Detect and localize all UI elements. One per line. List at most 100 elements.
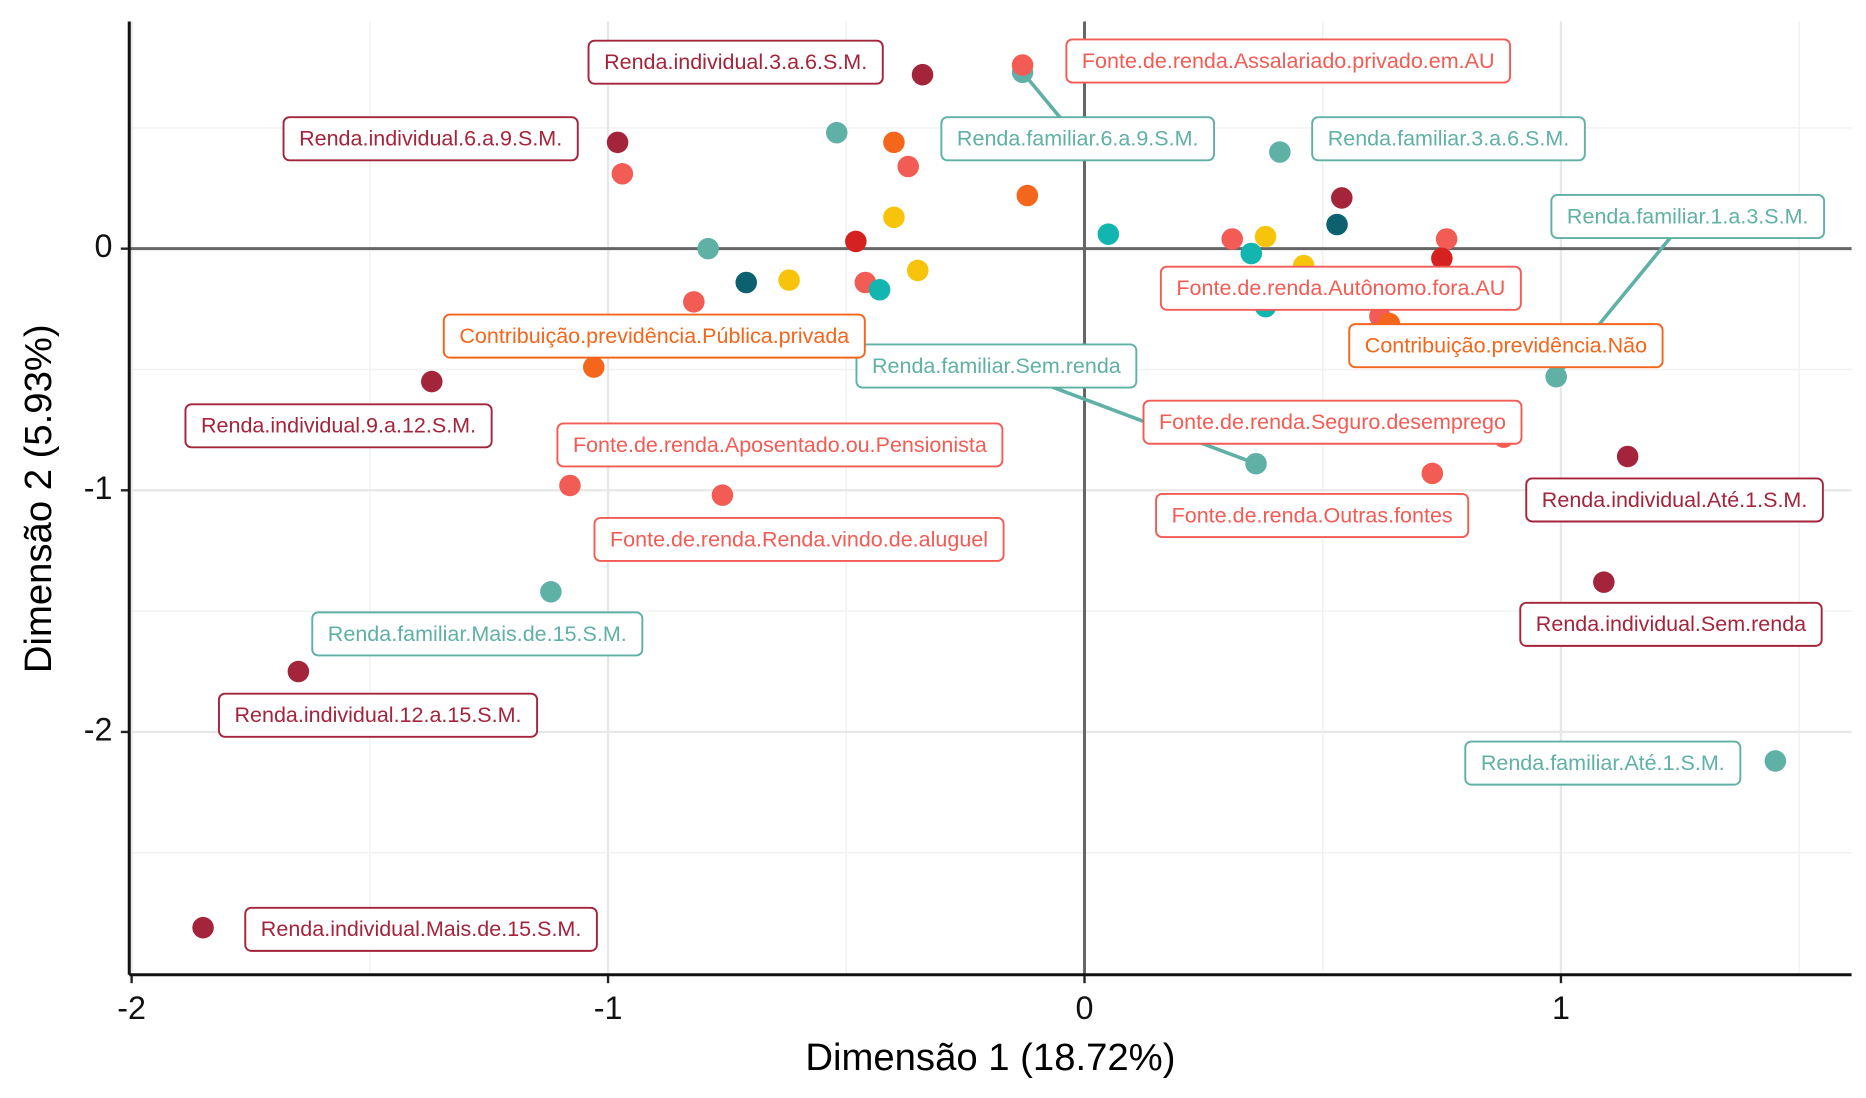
point	[606, 131, 629, 154]
point	[1326, 213, 1348, 236]
y-tick-label: -2	[84, 711, 113, 747]
label: Fonte.de.renda.Seguro.desemprego	[1142, 399, 1523, 445]
label-box	[593, 516, 1005, 562]
label-text: Renda.familiar.3.a.6.S.M.	[1328, 127, 1570, 151]
point	[883, 131, 905, 154]
point	[1431, 247, 1453, 270]
y-tick-label: 0	[95, 228, 113, 264]
label-text: Renda.familiar.6.a.9.S.M.	[957, 127, 1199, 151]
label-box	[1065, 38, 1512, 84]
label-text: Renda.familiar.1.a.3.S.M.	[1567, 204, 1809, 228]
label-box	[1155, 493, 1470, 538]
label-box	[1525, 477, 1824, 523]
label-box	[587, 39, 884, 85]
label-box	[940, 116, 1216, 162]
point	[1011, 54, 1034, 76]
label-text: Renda.familiar.Até.1.S.M.	[1481, 751, 1725, 775]
label-box	[855, 343, 1138, 389]
label-text: Renda.individual.6.a.9.S.M.	[299, 127, 562, 151]
point	[897, 155, 919, 178]
label: Contribuição.previdência.Pública.privada	[442, 313, 866, 359]
point	[911, 63, 934, 86]
label-box	[217, 692, 539, 738]
x-tick-label: -2	[117, 990, 146, 1026]
point	[421, 370, 443, 393]
label-text: Renda.familiar.Mais.de.15.S.M.	[328, 622, 627, 646]
point	[1331, 187, 1353, 209]
point	[906, 259, 929, 282]
point	[1545, 365, 1567, 388]
label-text: Renda.individual.12.a.15.S.M.	[234, 703, 521, 727]
label-text: Renda.individual.3.a.6.S.M.	[604, 50, 867, 74]
label-text: Fonte.de.renda.Outras.fontes	[1172, 503, 1453, 527]
point	[868, 278, 891, 301]
point	[883, 206, 905, 229]
label: Fonte.de.renda.Renda.vindo.de.aluguel	[593, 516, 1005, 562]
label: Fonte.de.renda.Autônomo.fora.AU	[1159, 265, 1522, 311]
point	[1240, 242, 1263, 265]
label-box	[442, 313, 866, 359]
label: Renda.familiar.Mais.de.15.S.M.	[311, 611, 644, 657]
label-box	[311, 611, 644, 657]
point	[697, 237, 719, 260]
point	[559, 474, 581, 497]
label: Renda.individual.Mais.de.15.S.M.	[244, 906, 598, 952]
point	[1245, 452, 1267, 475]
label: Renda.individual.3.a.6.S.M.	[587, 39, 884, 85]
label: Fonte.de.renda.Outras.fontes	[1155, 493, 1470, 538]
point	[1616, 445, 1639, 468]
label-text: Contribuição.previdência.Pública.privada	[459, 324, 849, 348]
label: Fonte.de.renda.Assalariado.privado.em.AU	[1065, 38, 1512, 84]
point	[711, 484, 734, 506]
label-box	[1348, 323, 1664, 369]
label-box	[1142, 399, 1523, 445]
point	[735, 271, 757, 294]
point	[583, 356, 605, 378]
point	[845, 230, 867, 253]
x-tick-label: 1	[1552, 990, 1570, 1026]
label: Renda.familiar.1.a.3.S.M.	[1550, 194, 1826, 239]
label: Renda.individual.Até.1.S.M.	[1525, 477, 1824, 523]
point	[287, 660, 310, 683]
point	[611, 162, 634, 185]
point	[1435, 228, 1458, 250]
label: Renda.individual.Sem.renda	[1519, 601, 1823, 647]
label: Renda.familiar.Até.1.S.M.	[1464, 740, 1742, 786]
label-text: Renda.familiar.Sem.renda	[872, 354, 1121, 378]
point	[1016, 184, 1039, 207]
label-text: Fonte.de.renda.Assalariado.privado.em.AU	[1082, 49, 1495, 73]
label: Renda.familiar.3.a.6.S.M.	[1311, 116, 1586, 162]
x-tick-label: -1	[594, 990, 623, 1026]
label-box	[1311, 116, 1586, 162]
label-text: Renda.individual.Sem.renda	[1536, 612, 1806, 636]
label-box	[1550, 194, 1826, 239]
label-text: Renda.individual.9.a.12.S.M.	[201, 414, 476, 438]
label-text: Fonte.de.renda.Renda.vindo.de.aluguel	[610, 527, 988, 551]
point	[1764, 750, 1787, 772]
label: Renda.familiar.Sem.renda	[855, 343, 1138, 389]
label-text: Fonte.de.renda.Seguro.desemprego	[1159, 410, 1506, 434]
x-axis-label: Dimensão 1 (18.72%)	[805, 1036, 1175, 1079]
label-box	[556, 422, 1004, 468]
label-box	[1519, 601, 1823, 647]
point	[192, 916, 214, 939]
label: Renda.familiar.6.a.9.S.M.	[940, 116, 1216, 162]
label: Contribuição.previdência.Não	[1348, 323, 1664, 369]
label-text: Renda.individual.Até.1.S.M.	[1542, 488, 1808, 512]
label-box	[282, 116, 579, 162]
label-box	[184, 403, 493, 449]
point	[1421, 462, 1444, 485]
x-tick-label: 0	[1076, 990, 1094, 1026]
label-box	[244, 906, 598, 952]
labels: Renda.individual.3.a.6.S.M. Renda.individ…	[184, 38, 1826, 952]
point	[1269, 141, 1291, 163]
label-text: Fonte.de.renda.Aposentado.ou.Pensionista	[573, 433, 987, 457]
label-text: Renda.individual.Mais.de.15.S.M.	[261, 917, 582, 941]
label-box	[1159, 265, 1522, 311]
point	[1097, 223, 1120, 245]
label: Fonte.de.renda.Aposentado.ou.Pensionista	[556, 422, 1004, 468]
point	[540, 581, 562, 603]
label-text: Contribuição.previdência.Não	[1365, 334, 1647, 358]
